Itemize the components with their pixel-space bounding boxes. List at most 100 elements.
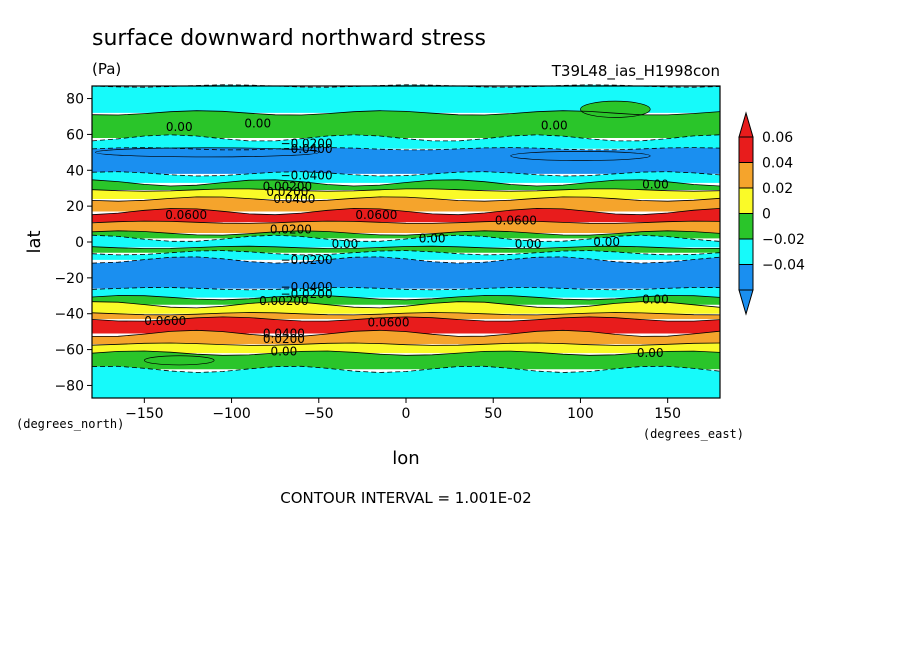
x-units-note: (degrees_east) xyxy=(643,427,744,441)
y-units-note: (degrees_north) xyxy=(16,417,124,431)
contour-labels: 0.00 0.00 0.000.00−0.0200−0.0400−0.04000.0… xyxy=(144,117,669,361)
contour-label: 0.00 xyxy=(332,237,359,251)
contour-label: 0.00 xyxy=(166,120,193,134)
contour-patch xyxy=(580,100,651,118)
colorbar-swatch xyxy=(738,187,754,214)
contour-line xyxy=(91,188,721,192)
contour-band xyxy=(92,330,720,345)
contour-label: −0.0400 xyxy=(281,169,333,183)
contour-line xyxy=(91,329,721,337)
x-tick-label: 0 xyxy=(402,406,411,422)
contour-label: 0.00 xyxy=(593,235,620,249)
contour-band xyxy=(92,208,720,223)
colorbar-swatch xyxy=(738,136,754,163)
contour-label: 0.0200 xyxy=(263,332,305,346)
contour-line xyxy=(91,287,721,291)
contour-label: 0.0600 xyxy=(368,316,410,330)
x-tick-label: −100 xyxy=(212,406,250,422)
y-tick-label: 40 xyxy=(66,163,84,179)
contour-band xyxy=(92,351,720,370)
contour-line xyxy=(91,234,721,242)
x-tick-label: −50 xyxy=(304,406,334,422)
colorbar: 0.06 0.04 0.02 0 −0.02 −0.04 xyxy=(738,111,805,316)
contour-band xyxy=(92,196,720,212)
contour-line xyxy=(91,230,721,236)
contour-interval-note: CONTOUR INTERVAL = 1.001E-02 xyxy=(280,489,531,507)
contour-label: 0.0600 xyxy=(144,314,186,328)
contour-patch xyxy=(95,147,320,158)
run-label: T39L48_ias_H1998con xyxy=(551,62,720,81)
contour-line xyxy=(91,207,721,216)
colorbar-label: 0.04 xyxy=(762,156,793,172)
contour-label: −0.0200 xyxy=(281,253,333,267)
contour-label: 0.0600 xyxy=(495,213,537,227)
contour-band xyxy=(92,179,720,190)
contour-band xyxy=(92,287,720,298)
contour-band xyxy=(92,110,720,138)
contour-band xyxy=(92,256,720,289)
contour-label: 0.00200 xyxy=(263,179,313,193)
contour-label: 0.00 xyxy=(642,178,669,192)
contour-label: 0.0400 xyxy=(273,192,315,206)
y-tick-label: 80 xyxy=(66,92,84,108)
y-tick-label: 20 xyxy=(66,199,84,215)
chart-title: surface downward northward stress xyxy=(92,26,486,51)
contour-line xyxy=(91,256,721,264)
contour-label: 0.00 xyxy=(244,117,271,131)
x-tick-label: −150 xyxy=(125,406,163,422)
contour-lines xyxy=(91,84,721,373)
contour-band xyxy=(92,188,720,199)
contour-label: 0.00200 xyxy=(259,294,309,308)
contour-line xyxy=(91,171,721,177)
units-label: (Pa) xyxy=(92,60,121,78)
contour-patch xyxy=(143,355,215,366)
y-axis-ticks: 80 60 40 20 0 −20 −40 −60 −80 xyxy=(54,92,92,394)
y-tick-label: 0 xyxy=(75,235,84,251)
contour-label: −0.0400 xyxy=(281,142,333,156)
contour-band xyxy=(92,134,720,149)
contour-line xyxy=(91,295,721,301)
colorbar-swatch xyxy=(738,213,754,240)
contour-line xyxy=(91,301,721,309)
x-tick-label: 100 xyxy=(567,406,594,422)
contour-band xyxy=(92,84,720,113)
contour-label: 0.00 xyxy=(271,344,298,358)
contour-line xyxy=(91,147,721,151)
contour-label: −0.0400 xyxy=(281,280,333,294)
contour-line xyxy=(91,179,721,187)
x-axis-ticks: −150 −100 −50 0 50 100 150 xyxy=(125,398,681,422)
contour-label: 0.0200 xyxy=(266,185,308,199)
contour-line xyxy=(91,342,721,346)
contour-line xyxy=(91,245,721,249)
colorbar-label: 0 xyxy=(762,207,771,223)
contour-line xyxy=(91,250,721,256)
contour-line xyxy=(91,134,721,142)
contour-line xyxy=(91,110,721,116)
contour-line xyxy=(91,196,721,202)
contour-line xyxy=(91,350,721,356)
x-tick-label: 150 xyxy=(654,406,681,422)
contour-band xyxy=(92,235,720,248)
contour-label: 0.00 xyxy=(541,118,568,132)
contour-line xyxy=(91,312,721,316)
contour-label: 0.0400 xyxy=(263,326,305,340)
contour-fill-area xyxy=(92,84,720,398)
y-axis-label: lat xyxy=(24,230,45,253)
colorbar-label: 0.02 xyxy=(762,181,793,197)
contour-line xyxy=(91,220,721,224)
x-tick-label: 50 xyxy=(484,406,502,422)
contour-patch xyxy=(510,150,651,161)
y-tick-label: 60 xyxy=(66,127,84,143)
contour-label: 0.0600 xyxy=(165,208,207,222)
colorbar-label: 0.06 xyxy=(762,130,793,146)
colorbar-swatch xyxy=(738,264,754,291)
contour-band xyxy=(92,316,720,334)
contour-label: 0.0600 xyxy=(355,208,397,222)
colorbar-swatch xyxy=(738,162,754,189)
colorbar-label: −0.04 xyxy=(762,258,805,274)
contour-label: 0.0200 xyxy=(270,222,312,236)
x-axis-label: lon xyxy=(392,448,419,469)
colorbar-bottom-arrow xyxy=(738,289,754,316)
contour-line xyxy=(91,365,721,373)
contour-label: 0.00 xyxy=(642,292,669,306)
